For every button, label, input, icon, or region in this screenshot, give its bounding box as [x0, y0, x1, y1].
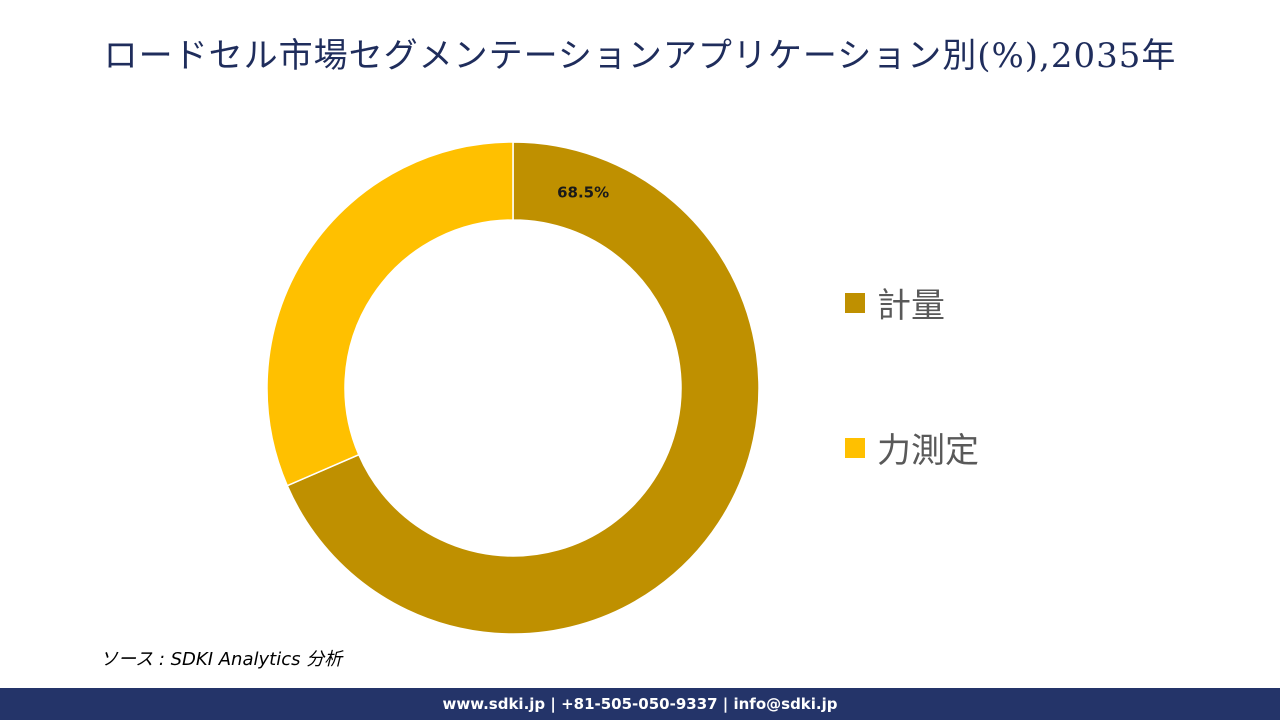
legend-swatch-0 — [845, 292, 865, 313]
legend-swatch-1 — [845, 437, 865, 458]
footer-bar: www.sdki.jp | +81-505-050-9337 | info@sd… — [0, 688, 1280, 720]
source-note: ソース : SDKI Analytics 分析 — [100, 649, 343, 670]
slice-labels: 68.5% — [557, 184, 609, 202]
donut-slice-0 — [286, 141, 760, 635]
legend-item-0: 計量 — [845, 278, 945, 327]
legend-label-1: 力測定 — [877, 431, 979, 471]
chart-title: ロードセル市場セグメンテーションアプリケーション別(%),2035年 — [103, 36, 1177, 76]
legend-item-1: 力測定 — [845, 423, 979, 472]
donut-slices — [266, 141, 760, 635]
slice-label-0: 68.5% — [557, 184, 609, 202]
donut-slice-1 — [266, 141, 514, 487]
legend-label-0: 計量 — [877, 286, 945, 326]
